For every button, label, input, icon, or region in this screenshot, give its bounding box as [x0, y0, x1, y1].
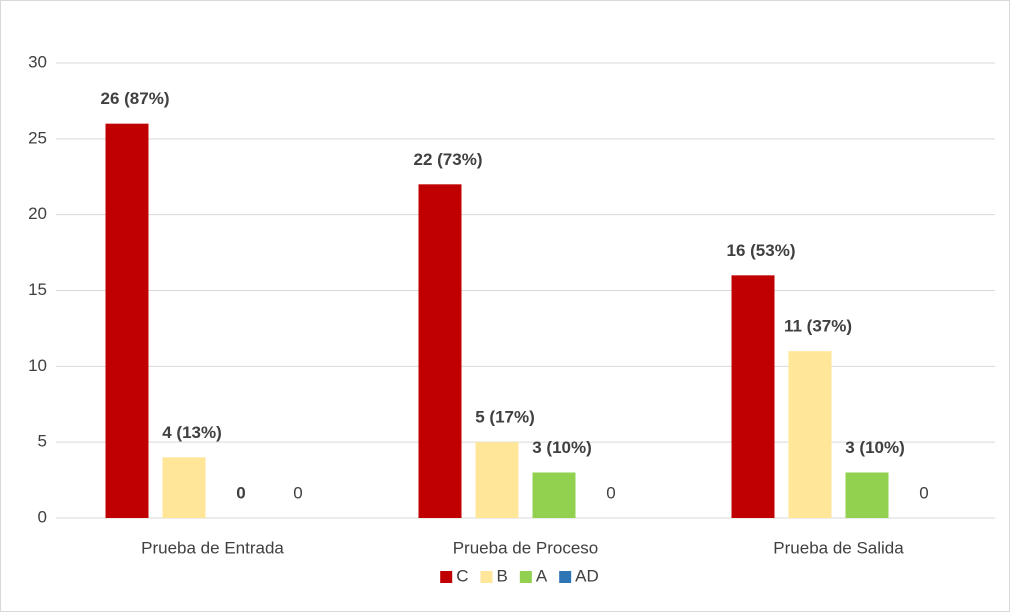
bar — [788, 351, 832, 518]
data-label: 0 — [236, 483, 245, 502]
data-label: 22 (73%) — [414, 150, 483, 169]
bar — [532, 472, 576, 518]
x-tick-label: Prueba de Entrada — [141, 538, 284, 557]
y-tick-label: 5 — [38, 432, 47, 451]
bar — [162, 457, 206, 518]
legend-label: B — [496, 566, 507, 585]
data-label: 0 — [606, 483, 615, 502]
y-tick-label: 15 — [28, 280, 47, 299]
data-label: 0 — [293, 483, 302, 502]
data-label: 5 (17%) — [475, 408, 535, 427]
data-label: 0 — [919, 483, 928, 502]
data-label: 3 (10%) — [532, 438, 592, 457]
legend-swatch — [440, 571, 453, 583]
legend-label: A — [536, 566, 548, 585]
y-tick-label: 20 — [28, 204, 47, 223]
legend-swatch — [559, 571, 572, 583]
legend-label: AD — [575, 566, 599, 585]
y-tick-label: 0 — [38, 507, 47, 526]
legend-swatch — [519, 571, 532, 583]
y-tick-label: 25 — [28, 128, 47, 147]
data-label: 11 (37%) — [784, 317, 852, 336]
y-tick-label: 30 — [28, 52, 47, 71]
bar — [731, 275, 775, 518]
data-label: 26 (87%) — [101, 89, 170, 108]
bar — [475, 442, 519, 518]
bar — [845, 472, 889, 518]
bar — [105, 123, 149, 519]
data-label: 16 (53%) — [727, 241, 796, 260]
y-tick-label: 10 — [28, 356, 47, 375]
legend-swatch — [480, 571, 493, 583]
x-tick-label: Prueba de Proceso — [453, 538, 599, 557]
x-tick-label: Prueba de Salida — [773, 538, 904, 557]
data-label: 3 (10%) — [845, 438, 905, 457]
bar — [418, 184, 462, 519]
legend-label: C — [456, 566, 468, 585]
data-label: 4 (13%) — [162, 423, 222, 442]
